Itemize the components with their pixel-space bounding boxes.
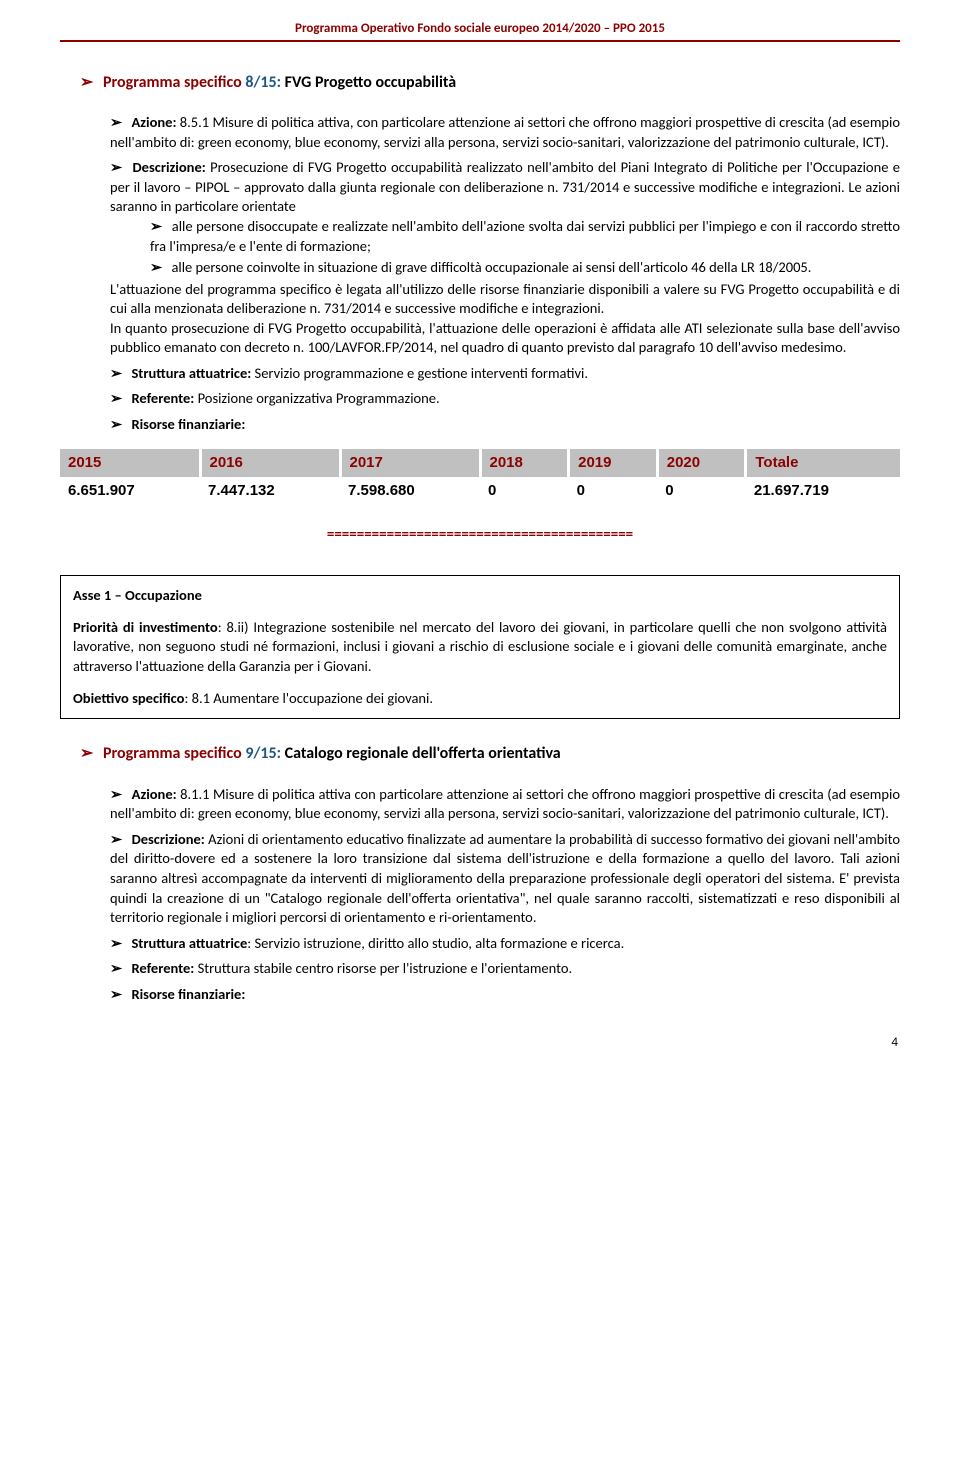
program-label: Programma specifico xyxy=(103,744,242,763)
program-num: 8/15: xyxy=(242,73,281,92)
descrizione-item: ➢ Descrizione: Azioni di orientamento ed… xyxy=(110,830,900,928)
chevron-right-icon: ➢ xyxy=(110,158,122,178)
program2-items: ➢ Azione: 8.1.1 Misure di politica attiv… xyxy=(110,785,900,1005)
descrizione-sublist: ➢ alle persone disoccupate e realizzate … xyxy=(150,217,900,278)
struttura-item: ➢ Struttura attuatrice: Servizio program… xyxy=(110,364,900,384)
azione-label: Azione: xyxy=(132,785,177,803)
sub-item-1: ➢ alle persone disoccupate e realizzate … xyxy=(150,217,900,256)
program-name: FVG Progetto occupabilità xyxy=(281,73,456,92)
finance-table-1: 2015 2016 2017 2018 2019 2020 Totale 6.6… xyxy=(60,449,900,506)
doc-header-title: Programma Operativo Fondo sociale europe… xyxy=(60,20,900,40)
sub1-text: alle persone disoccupate e realizzate ne… xyxy=(150,217,900,255)
td-2018: 0 xyxy=(480,477,569,505)
program1-items: ➢ Azione: 8.5.1 Misure di politica attiv… xyxy=(110,113,900,434)
program-num: 9/15: xyxy=(242,744,281,763)
azione-label: Azione: xyxy=(131,113,176,131)
azione-text: 8.1.1 Misure di politica attiva con part… xyxy=(110,785,900,823)
table-row: 6.651.907 7.447.132 7.598.680 0 0 0 21.6… xyxy=(60,477,900,505)
referente-text: Posizione organizzativa Programmazione. xyxy=(194,389,439,407)
th-2020: 2020 xyxy=(657,449,746,477)
th-2016: 2016 xyxy=(200,449,340,477)
azione-text: 8.5.1 Misure di politica attiva, con par… xyxy=(110,113,900,151)
descrizione-text: Azioni di orientamento educativo finaliz… xyxy=(110,830,900,926)
azione-item: ➢ Azione: 8.1.1 Misure di politica attiv… xyxy=(110,785,900,824)
asse-label: Asse 1 – Occupazione xyxy=(73,586,202,604)
azione-item: ➢ Azione: 8.5.1 Misure di politica attiv… xyxy=(110,113,900,152)
descrizione-text: Prosecuzione di FVG Progetto occupabilit… xyxy=(110,158,900,215)
asse-box: Asse 1 – Occupazione Priorità di investi… xyxy=(60,575,900,719)
chevron-right-icon: ➢ xyxy=(80,743,93,765)
sub2-text: alle persone coinvolte in situazione di … xyxy=(171,258,811,276)
td-2016: 7.447.132 xyxy=(200,477,340,505)
doc-header-rule xyxy=(60,40,900,42)
risorse-item: ➢ Risorse finanziarie: xyxy=(110,415,900,435)
program-label: Programma specifico xyxy=(103,73,242,92)
td-2020: 0 xyxy=(657,477,746,505)
struttura-label: Struttura attuatrice xyxy=(131,934,247,952)
struttura-label: Struttura attuatrice: xyxy=(131,364,251,382)
descrizione-item: ➢ Descrizione: Prosecuzione di FVG Proge… xyxy=(110,158,900,358)
program-title-9-15: ➢ Programma specifico 9/15: Catalogo reg… xyxy=(80,743,900,765)
chevron-right-icon: ➢ xyxy=(110,415,122,435)
sub-item-2: ➢ alle persone coinvolte in situazione d… xyxy=(150,258,900,278)
referente-item: ➢ Referente: Struttura stabile centro ri… xyxy=(110,959,900,979)
chevron-right-icon: ➢ xyxy=(80,72,93,94)
priorita-label: Priorità di investimento xyxy=(73,618,218,636)
chevron-right-icon: ➢ xyxy=(110,389,122,409)
chevron-right-icon: ➢ xyxy=(150,217,162,237)
chevron-right-icon: ➢ xyxy=(110,785,122,805)
referente-label: Referente: xyxy=(131,959,194,977)
th-totale: Totale xyxy=(746,449,900,477)
descrizione-para2: L'attuazione del programma specifico è l… xyxy=(110,280,900,319)
descrizione-para3: In quanto prosecuzione di FVG Progetto o… xyxy=(110,319,900,358)
descrizione-label: Descrizione: xyxy=(133,158,206,176)
chevron-right-icon: ➢ xyxy=(110,364,122,384)
chevron-right-icon: ➢ xyxy=(110,830,122,850)
th-2019: 2019 xyxy=(569,449,658,477)
page-container: Programma Operativo Fondo sociale europe… xyxy=(0,0,960,1092)
chevron-right-icon: ➢ xyxy=(110,113,122,133)
struttura-item: ➢ Struttura attuatrice: Servizio istruzi… xyxy=(110,934,900,954)
table-header-row: 2015 2016 2017 2018 2019 2020 Totale xyxy=(60,449,900,477)
struttura-text: : Servizio istruzione, diritto allo stud… xyxy=(247,934,624,952)
chevron-right-icon: ➢ xyxy=(110,934,122,954)
chevron-right-icon: ➢ xyxy=(150,258,162,278)
referente-item: ➢ Referente: Posizione organizzativa Pro… xyxy=(110,389,900,409)
referente-label: Referente: xyxy=(131,389,194,407)
struttura-text: Servizio programmazione e gestione inter… xyxy=(251,364,588,382)
risorse-label: Risorse finanziarie: xyxy=(131,985,245,1003)
risorse-label: Risorse finanziarie: xyxy=(131,415,245,433)
td-2017: 7.598.680 xyxy=(340,477,480,505)
referente-text: Struttura stabile centro risorse per l'i… xyxy=(194,959,572,977)
page-number: 4 xyxy=(60,1034,900,1052)
program-title-8-15: ➢ Programma specifico 8/15: FVG Progetto… xyxy=(80,72,900,94)
td-2019: 0 xyxy=(569,477,658,505)
th-2018: 2018 xyxy=(480,449,569,477)
program-name: Catalogo regionale dell'offerta orientat… xyxy=(281,744,561,763)
obiettivo-text: : 8.1 Aumentare l'occupazione dei giovan… xyxy=(184,689,433,707)
obiettivo-label: Obiettivo specifico xyxy=(73,689,184,707)
separator-line: ========================================… xyxy=(60,525,900,545)
chevron-right-icon: ➢ xyxy=(110,985,122,1005)
descrizione-label: Descrizione: xyxy=(132,830,205,848)
chevron-right-icon: ➢ xyxy=(110,959,122,979)
risorse-item: ➢ Risorse finanziarie: xyxy=(110,985,900,1005)
td-totale: 21.697.719 xyxy=(746,477,900,505)
td-2015: 6.651.907 xyxy=(60,477,200,505)
th-2015: 2015 xyxy=(60,449,200,477)
th-2017: 2017 xyxy=(340,449,480,477)
